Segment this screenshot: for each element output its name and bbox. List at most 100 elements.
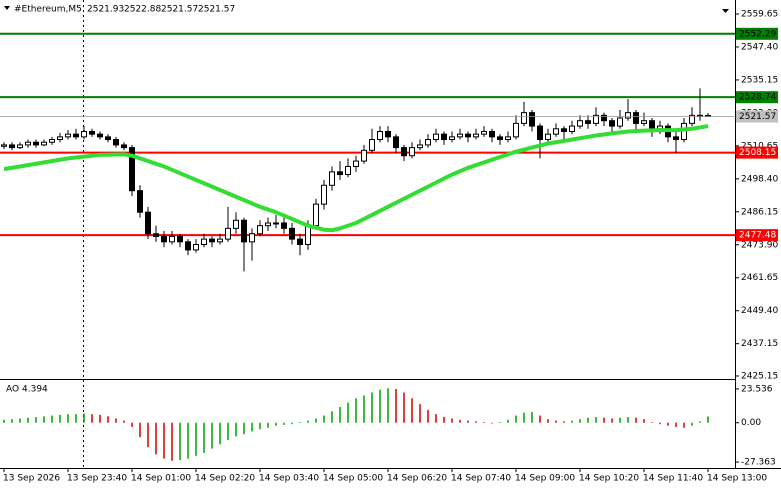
candle-body bbox=[505, 136, 511, 141]
candle-body bbox=[177, 235, 183, 243]
candle-body bbox=[201, 238, 207, 246]
candle-body bbox=[145, 211, 151, 235]
level-label: 2552.29 bbox=[739, 29, 776, 39]
y-tick-label: 2425.15 bbox=[741, 371, 778, 381]
x-tick-label: 14 Sep 05:00 bbox=[323, 474, 383, 484]
y-tick-label: 2547.40 bbox=[741, 42, 778, 52]
candle-body bbox=[49, 139, 55, 143]
y-tick-label: 2449.40 bbox=[741, 306, 778, 316]
candle-body bbox=[369, 139, 375, 151]
candle-body bbox=[153, 233, 159, 237]
x-tick-label: 13 Sep 23:40 bbox=[67, 474, 127, 484]
x-tick-label: 14 Sep 07:40 bbox=[451, 474, 511, 484]
candle-body bbox=[473, 133, 479, 138]
candle-body bbox=[393, 136, 399, 149]
candle-body bbox=[321, 184, 327, 205]
x-tick-label: 14 Sep 01:00 bbox=[131, 474, 191, 484]
y-tick-label: 2498.40 bbox=[741, 174, 778, 184]
candle-body bbox=[609, 120, 615, 127]
moving-average bbox=[3, 124, 709, 233]
candle-body bbox=[481, 130, 487, 135]
candle-body bbox=[25, 141, 31, 146]
candle-body bbox=[617, 117, 623, 127]
candle-body bbox=[233, 219, 239, 229]
x-tick-label: 13 Sep 2026 bbox=[3, 474, 60, 484]
candle-body bbox=[113, 139, 119, 146]
ao-value: 4.394 bbox=[22, 385, 48, 395]
candle-body bbox=[17, 144, 23, 149]
candle-body bbox=[65, 133, 71, 138]
y-tick-label: 2473.90 bbox=[741, 240, 778, 250]
candle-body bbox=[249, 233, 255, 243]
candle-body bbox=[377, 130, 383, 141]
current-price-label: 2521.57 bbox=[739, 112, 776, 122]
x-tick-label: 14 Sep 13:00 bbox=[707, 474, 767, 484]
candle-body bbox=[137, 190, 143, 213]
x-tick-label: 14 Sep 09:00 bbox=[515, 474, 575, 484]
candle-body bbox=[569, 125, 575, 132]
candle-body bbox=[417, 144, 423, 149]
y-tick-label: 2486.15 bbox=[741, 207, 778, 217]
candle-body bbox=[649, 120, 655, 130]
y-tick-label: 2535.15 bbox=[741, 75, 778, 85]
header: #Ethereum,M5 2521.93 2522.88 2521.57 252… bbox=[14, 5, 235, 15]
x-tick-label: 14 Sep 03:40 bbox=[259, 474, 319, 484]
candle-body bbox=[401, 147, 407, 157]
candle-body bbox=[129, 147, 135, 192]
candle-body bbox=[601, 114, 607, 122]
candle-body bbox=[73, 133, 79, 138]
candle-body bbox=[465, 133, 471, 138]
candle-body bbox=[105, 136, 111, 141]
level-label-box bbox=[736, 91, 778, 104]
candle-body bbox=[225, 227, 231, 240]
candle-body bbox=[57, 136, 63, 141]
candle-body bbox=[161, 235, 167, 243]
x-tick-label: 14 Sep 10:20 bbox=[579, 474, 639, 484]
candle-body bbox=[81, 130, 87, 138]
candle-body bbox=[353, 160, 359, 167]
candle-body bbox=[633, 112, 639, 124]
candle-body bbox=[689, 114, 695, 124]
candle-body bbox=[513, 122, 519, 138]
current-price-box bbox=[736, 110, 778, 123]
candle-body bbox=[457, 133, 463, 138]
candle-body bbox=[97, 133, 103, 138]
candle-body bbox=[33, 141, 39, 146]
open: 2521.93 bbox=[87, 5, 124, 15]
candle-body bbox=[409, 147, 415, 157]
candle-body bbox=[489, 130, 495, 138]
ao-tick-label: -27.363 bbox=[741, 458, 776, 468]
candle-body bbox=[337, 171, 343, 176]
candle-body bbox=[297, 238, 303, 246]
high: 2522.88 bbox=[124, 5, 161, 15]
candle-body bbox=[641, 120, 647, 124]
candle-body bbox=[169, 235, 175, 243]
level-label: 2508.15 bbox=[739, 148, 776, 158]
y-tick-label: 2437.15 bbox=[741, 339, 778, 349]
candle-body bbox=[545, 133, 551, 141]
candle-body bbox=[361, 149, 367, 162]
ao-tick-label: 0.00 bbox=[741, 418, 761, 428]
candle-body bbox=[577, 120, 583, 127]
x-tick-label: 14 Sep 11:40 bbox=[643, 474, 703, 484]
candle-body bbox=[673, 136, 679, 141]
candle-body bbox=[281, 222, 287, 229]
level-label-box bbox=[736, 146, 778, 159]
candle-body bbox=[273, 222, 279, 225]
candle-body bbox=[313, 203, 319, 227]
candle-body bbox=[217, 238, 223, 243]
candle-body bbox=[441, 133, 447, 141]
shift-arrow[interactable] bbox=[722, 9, 729, 13]
candle-body bbox=[257, 225, 263, 235]
close: 2521.57 bbox=[198, 5, 235, 15]
candle-body bbox=[553, 128, 559, 135]
candle-body bbox=[561, 128, 567, 132]
x-tick-label: 14 Sep 06:20 bbox=[387, 474, 447, 484]
menu-arrow[interactable] bbox=[4, 6, 10, 10]
y-tick-label: 2461.65 bbox=[741, 273, 778, 283]
candle-body bbox=[537, 125, 543, 141]
candle-body bbox=[9, 144, 15, 149]
level-label-box bbox=[736, 229, 778, 242]
